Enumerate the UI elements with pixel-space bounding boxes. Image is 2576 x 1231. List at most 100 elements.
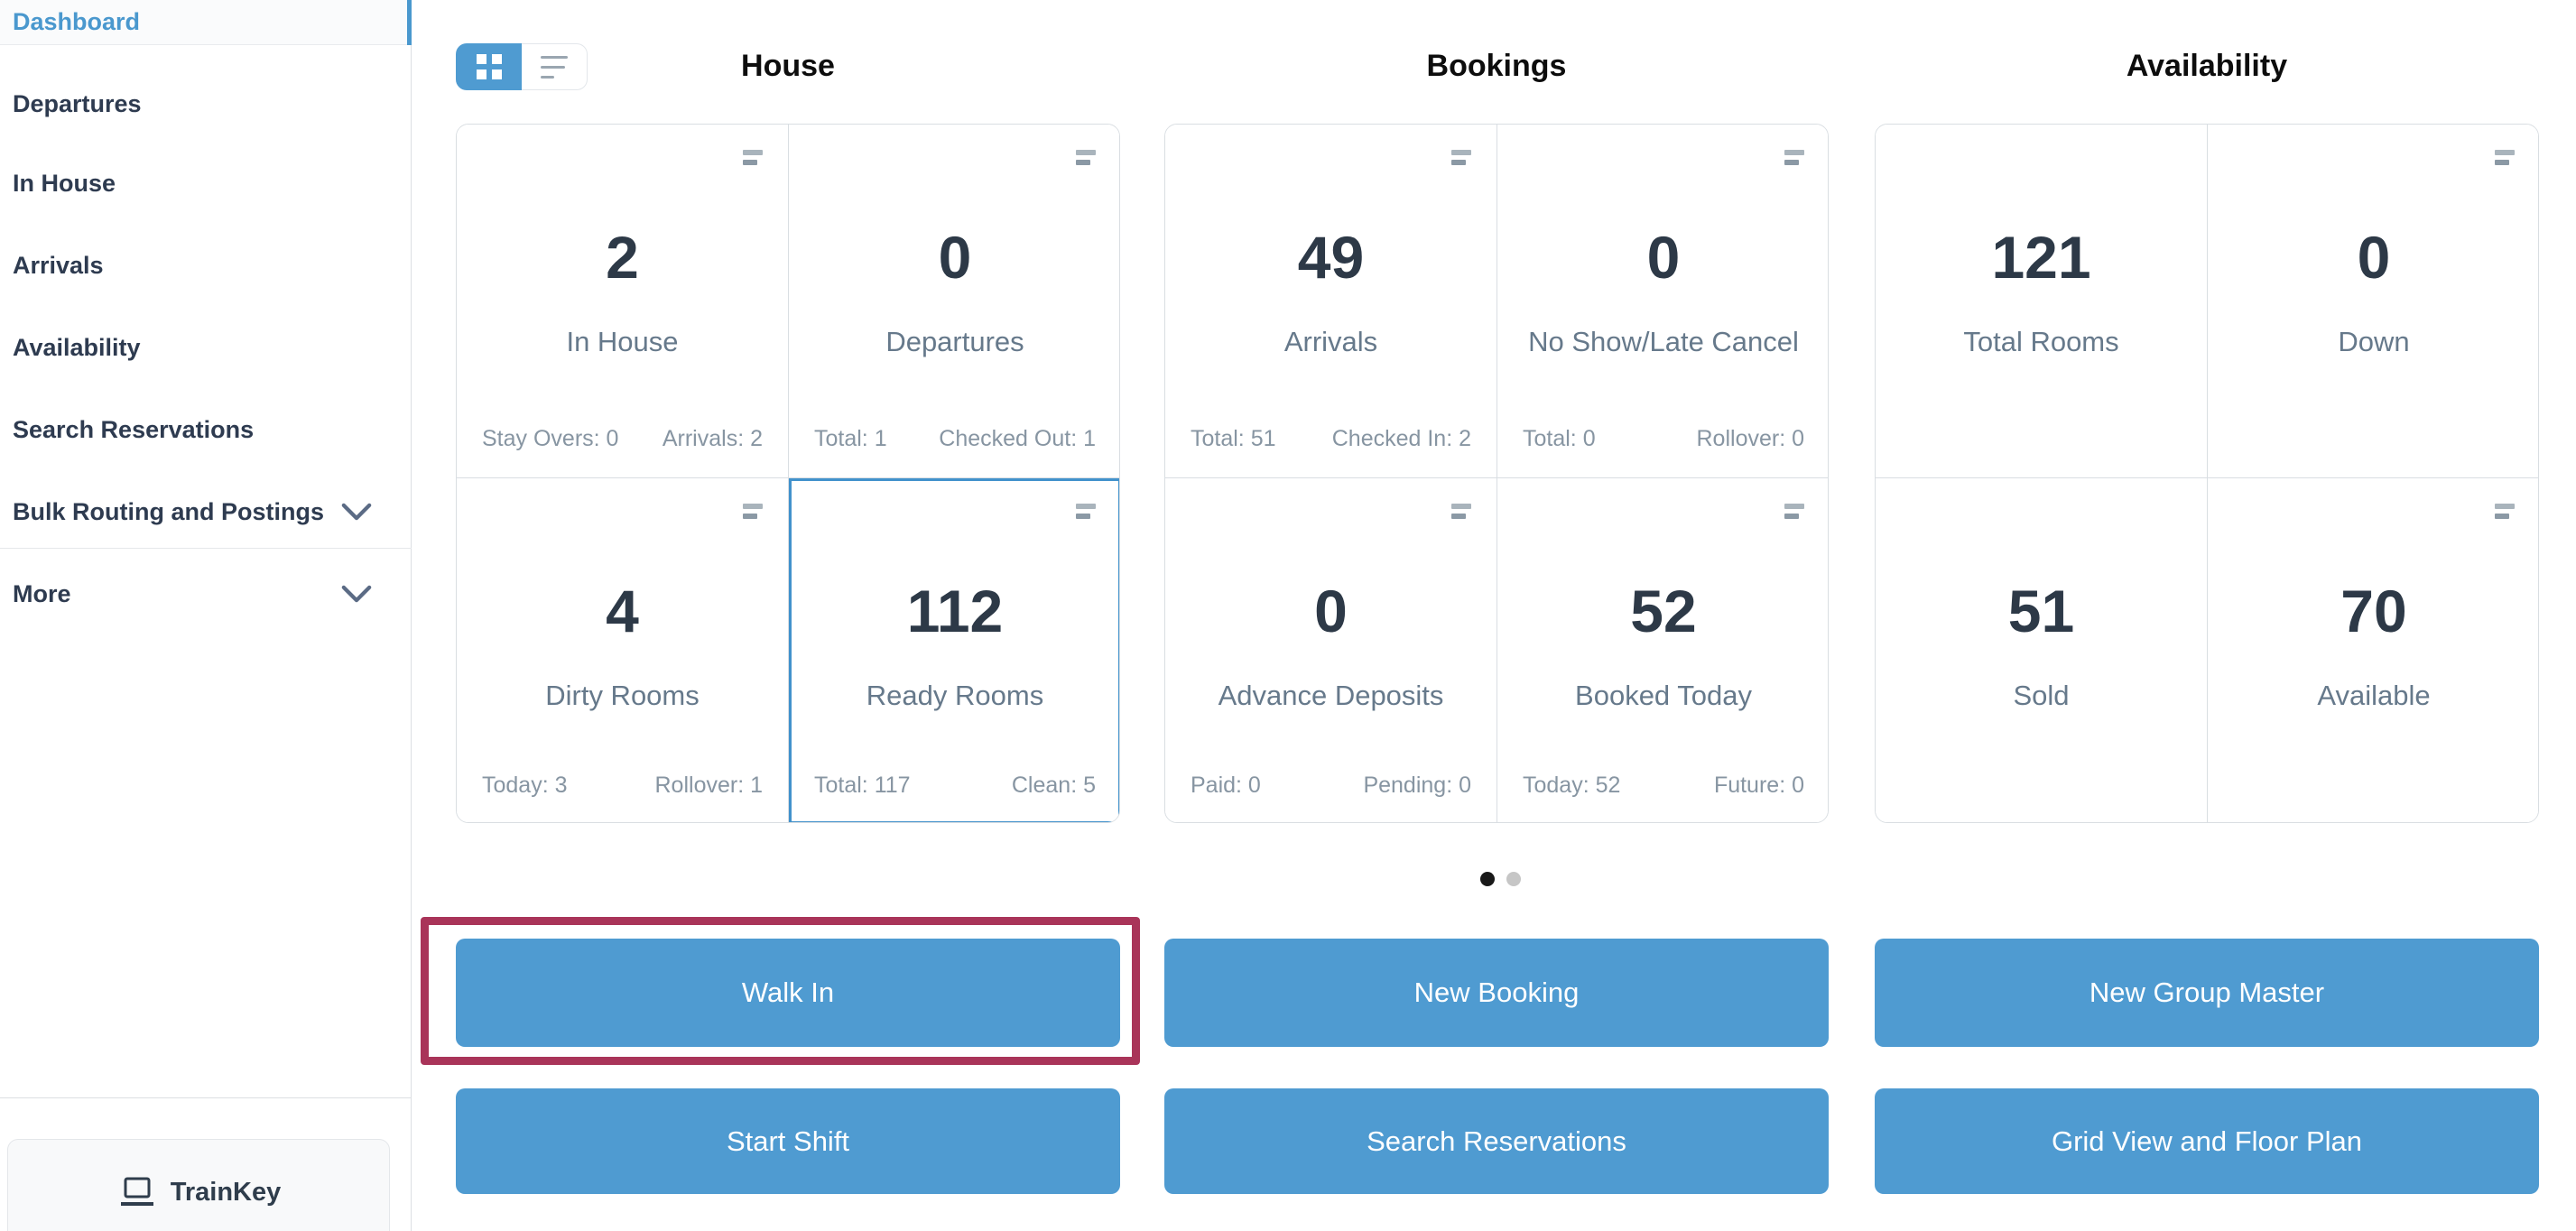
card-menu-icon[interactable] [1451,150,1471,165]
chevron-down-icon [341,503,372,521]
start-shift-button[interactable]: Start Shift [456,1088,1120,1194]
stat-label: In House [566,326,679,357]
card-menu-icon[interactable] [1784,150,1804,165]
stat-card-ready-rooms[interactable]: 112 Ready Rooms Total: 117 Clean: 5 [789,478,1119,822]
stat-label: Departures [885,326,1024,357]
sidebar-item-dashboard[interactable]: Dashboard [0,0,412,45]
sidebar-item-more[interactable]: More [0,571,412,616]
new-booking-button[interactable]: New Booking [1164,939,1829,1047]
stat-footer-right: Checked In: 2 [1331,426,1471,451]
stat-value: 0 [2357,224,2391,291]
availability-card-group: 121 Total Rooms 0 Down 51 Sold 70 Availa… [1875,124,2539,823]
sidebar-item-label: Bulk Routing and Postings [13,497,324,525]
sidebar-item-label: More [13,579,71,607]
card-menu-icon[interactable] [743,150,763,165]
stat-footer-left: Total: 117 [814,773,911,798]
pagination-dot-active[interactable] [1480,872,1495,886]
stat-footer-right: Rollover: 0 [1696,426,1805,451]
grid-view-and-floor-plan-button[interactable]: Grid View and Floor Plan [1875,1088,2539,1194]
card-menu-icon[interactable] [1076,150,1096,165]
trainkey-label: TrainKey [170,1177,282,1207]
stat-value: 0 [938,224,972,291]
stat-value: 0 [1646,224,1681,291]
card-menu-icon[interactable] [1784,504,1804,519]
stat-label: Ready Rooms [866,680,1044,711]
stat-card-advance-deposits[interactable]: 0 Advance Deposits Paid: 0 Pending: 0 [1165,478,1497,822]
stat-card-total-rooms[interactable]: 121 Total Rooms [1876,125,2208,478]
stat-card-sold[interactable]: 51 Sold [1876,478,2208,822]
section-title-house: House [741,49,835,83]
sidebar-item-label: Departures [13,89,142,117]
sidebar-item-label: Dashboard [13,8,141,35]
stat-value: 0 [1314,578,1348,644]
section-title-bookings: Bookings [1426,49,1567,83]
stat-card-available[interactable]: 70 Available [2208,478,2538,822]
card-menu-icon[interactable] [743,504,763,519]
sidebar-item-search-reservations[interactable]: Search Reservations [0,407,412,452]
grid-view-toggle-button[interactable] [456,43,522,90]
grid-view-icon [476,54,502,79]
chevron-down-icon [341,585,372,603]
sidebar-section-divider [0,548,412,549]
card-menu-icon[interactable] [2495,150,2515,165]
stat-value: 4 [606,578,639,644]
card-menu-icon[interactable] [2495,504,2515,519]
sidebar-item-label: In House [13,169,116,197]
stat-label: Booked Today [1575,680,1752,711]
stat-footer-right: Future: 0 [1713,773,1804,798]
stat-footer-right: Pending: 0 [1363,773,1471,798]
sidebar-item-label: Availability [13,333,141,361]
sidebar-item-label: Search Reservations [13,415,255,443]
stat-label: No Show/Late Cancel [1528,326,1799,357]
sidebar-footer-divider [0,1097,412,1098]
stat-value: 112 [906,578,1004,644]
house-card-group: 2 In House Stay Overs: 0 Arrivals: 2 0 D… [456,124,1120,823]
sidebar-item-in-house[interactable]: In House [0,161,412,206]
stat-card-departures[interactable]: 0 Departures Total: 1 Checked Out: 1 [789,125,1119,478]
stat-value: 49 [1297,224,1365,291]
stat-label: Arrivals [1283,326,1378,357]
sidebar-item-arrivals[interactable]: Arrivals [0,243,412,288]
view-toggle [456,43,588,90]
stat-footer-right: Checked Out: 1 [939,426,1096,451]
stat-value: 2 [606,224,639,291]
stat-card-in-house[interactable]: 2 In House Stay Overs: 0 Arrivals: 2 [457,125,789,478]
walk-in-button[interactable]: Walk In [456,939,1120,1047]
sidebar-item-departures[interactable]: Departures [0,81,412,126]
stat-label: Total Rooms [1963,326,2119,357]
new-group-master-button[interactable]: New Group Master [1875,939,2539,1047]
stat-value: 121 [1991,224,2091,291]
trainkey-button[interactable]: TrainKey [7,1139,390,1231]
sidebar-item-bulk-routing-and-postings[interactable]: Bulk Routing and Postings [0,489,412,534]
stat-value: 52 [1630,578,1697,644]
sidebar: Dashboard Departures In House Arrivals A… [0,0,412,1231]
stat-card-down[interactable]: 0 Down [2208,125,2538,478]
stat-footer-left: Stay Overs: 0 [482,426,619,451]
card-menu-icon[interactable] [1451,504,1471,519]
stat-label: Available [2317,680,2431,711]
pagination-dot[interactable] [1506,872,1521,886]
laptop-icon [120,1177,153,1206]
stat-footer-left: Paid: 0 [1191,773,1261,798]
section-title-availability: Availability [2126,49,2288,83]
sidebar-item-availability[interactable]: Availability [0,325,412,370]
list-view-toggle-button[interactable] [522,43,588,90]
active-item-accent-bar [407,0,412,45]
stat-card-no-show-late-cancel[interactable]: 0 No Show/Late Cancel Total: 0 Rollover:… [1497,125,1828,478]
sidebar-item-label: Arrivals [13,251,104,279]
stat-card-dirty-rooms[interactable]: 4 Dirty Rooms Today: 3 Rollover: 1 [457,478,789,822]
stat-footer-left: Total: 0 [1523,426,1596,451]
stat-label: Dirty Rooms [545,680,700,711]
stat-footer-left: Today: 52 [1523,773,1621,798]
stat-card-arrivals[interactable]: 49 Arrivals Total: 51 Checked In: 2 [1165,125,1497,478]
search-reservations-button[interactable]: Search Reservations [1164,1088,1829,1194]
list-view-icon [541,55,568,79]
stat-footer-right: Rollover: 1 [654,773,764,798]
stat-card-booked-today[interactable]: 52 Booked Today Today: 52 Future: 0 [1497,478,1828,822]
stat-value: 70 [2340,578,2407,644]
stat-footer-left: Total: 51 [1191,426,1276,451]
stat-label: Advance Deposits [1218,680,1444,711]
card-menu-icon[interactable] [1076,504,1096,519]
stat-label: Sold [2013,680,2070,711]
